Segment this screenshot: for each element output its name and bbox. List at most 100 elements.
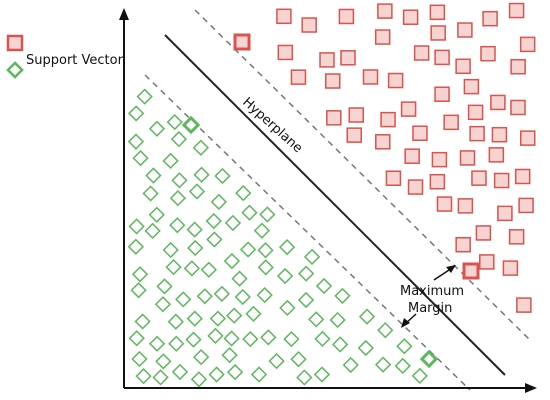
diamond-marker-icon [166, 113, 183, 131]
diamond-marker-icon [221, 346, 238, 364]
square-marker-icon [338, 8, 355, 25]
square-marker-icon [276, 8, 292, 25]
diamond-marker-icon [223, 252, 241, 270]
diamond-marker-icon [200, 261, 217, 278]
square-marker-icon [377, 3, 393, 19]
square-marker-icon [375, 134, 391, 150]
square-marker-icon [455, 236, 471, 253]
maximum-margin-line1: Maximum [400, 284, 464, 299]
square-marker-icon [319, 52, 335, 68]
square-marker-icon [459, 150, 476, 166]
diamond-marker-icon [169, 217, 186, 234]
square-marker-icon [429, 4, 446, 21]
diamond-marker-icon [171, 363, 189, 381]
diamond-marker-icon [234, 288, 251, 306]
diamond-marker-icon [206, 231, 223, 248]
square-marker-icon [502, 260, 519, 276]
square-marker-icon [514, 168, 531, 185]
diamond-marker-icon [192, 349, 210, 366]
diamond-marker-icon [134, 313, 151, 330]
diamond-marker-icon [136, 88, 153, 105]
diamond-marker-icon [257, 259, 274, 276]
square-marker-icon [404, 148, 420, 164]
diamond-marker-icon [303, 248, 321, 265]
square-marker-icon [475, 225, 492, 241]
maximum-margin-annotation: Maximum Margin [400, 265, 464, 328]
diamond-marker-icon [185, 331, 202, 348]
square-marker-icon [519, 36, 536, 53]
square-marker-icon [434, 49, 450, 66]
diamond-marker-icon [256, 286, 273, 304]
diamond-marker-icon [250, 366, 268, 383]
diamond-marker-icon [268, 352, 285, 370]
diamond-marker-icon [132, 150, 149, 167]
square-marker-icon [457, 198, 474, 214]
diamond-marker-icon [208, 366, 225, 383]
maximum-margin-line2: Margin [408, 301, 452, 316]
square-marker-icon [429, 173, 446, 190]
y-axis-arrow-icon [119, 8, 129, 20]
diamond-marker-icon [135, 367, 152, 385]
hyperplane-line [164, 34, 506, 376]
square-marker-icon [407, 179, 424, 195]
diamond-marker-icon [167, 313, 184, 330]
square-marker-icon [467, 104, 484, 121]
square-marker-icon [402, 9, 419, 25]
square-marker-icon [510, 58, 526, 75]
diamond-marker-icon [334, 287, 351, 304]
square-marker-icon [469, 125, 485, 142]
diamond-marker-icon [313, 366, 331, 383]
diamond-marker-icon [253, 222, 271, 239]
square-marker-icon [471, 170, 487, 186]
diamond-marker-icon [154, 296, 172, 313]
diamond-marker-icon [290, 351, 307, 368]
diamond-marker-icon [187, 239, 204, 257]
diamond-marker-icon [127, 238, 144, 255]
square-marker-icon [387, 72, 404, 89]
diamond-marker-icon [148, 120, 166, 137]
support-vector-square-bottom [462, 262, 480, 280]
square-marker-icon [430, 25, 446, 41]
diamond-marker-icon [128, 218, 145, 235]
square-marker-icon [277, 44, 294, 61]
support-vector-diamond-top [181, 115, 201, 135]
diamond-marker-icon [193, 166, 210, 183]
diamond-marker-icon [411, 367, 428, 384]
diamond-marker-icon [130, 282, 147, 299]
square-marker-icon [491, 126, 508, 143]
square-marker-icon [516, 297, 532, 313]
diamond-marker-icon [207, 327, 224, 344]
diamond-marker-icon [296, 369, 313, 386]
diamond-marker-icon [210, 193, 228, 210]
diamond-marker-icon [186, 221, 203, 238]
diamond-marker-icon [162, 152, 179, 170]
x-axis-arrow-icon [525, 383, 537, 393]
diamond-marker-icon [224, 214, 242, 232]
diamond-marker-icon [128, 330, 145, 347]
square-marker-icon [385, 170, 402, 186]
square-marker-icon [436, 196, 453, 212]
square-marker-icon [480, 45, 496, 62]
diamond-marker-icon [131, 266, 149, 283]
square-marker-icon [490, 94, 506, 111]
diamond-marker-icon [329, 311, 346, 329]
diamond-marker-icon [183, 260, 200, 277]
square-marker-icon [380, 111, 396, 128]
diamond-marker-icon [196, 288, 213, 305]
square-marker-icon [301, 17, 317, 33]
diamond-marker-icon [128, 105, 145, 122]
square-marker-icon [434, 86, 450, 102]
diamond-marker-icon [209, 310, 227, 327]
diamond-marker-icon [171, 172, 188, 189]
square-marker-icon [325, 73, 341, 89]
negative-class-points [127, 88, 428, 388]
diamond-marker-icon [192, 139, 209, 156]
legend-square-icon [6, 34, 24, 52]
square-marker-icon [479, 254, 495, 270]
square-marker-icon [455, 58, 471, 75]
diamond-marker-icon [156, 278, 173, 295]
margin-arrow-down-icon [401, 318, 410, 328]
diamond-marker-icon [131, 350, 148, 368]
legend-diamond-icon [6, 61, 24, 79]
